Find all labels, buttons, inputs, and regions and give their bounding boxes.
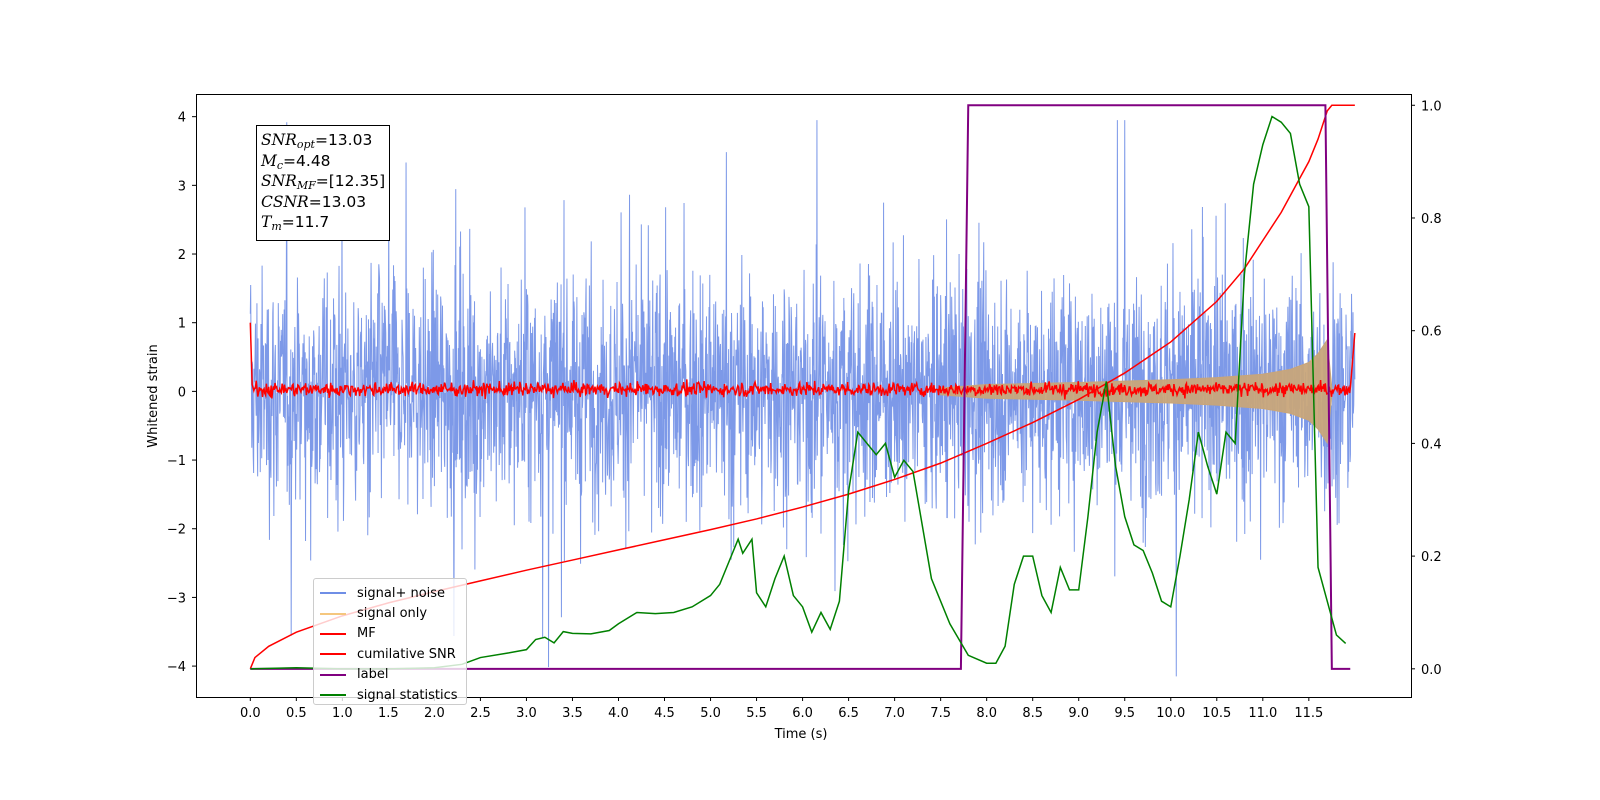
legend-label: label (357, 667, 389, 683)
mc-line: Mc=4.48 (261, 151, 331, 172)
y-right-tick-label: 0.8 (1421, 212, 1442, 227)
legend-item-label: label (320, 665, 466, 685)
x-tick-label: 10.5 (1202, 706, 1231, 721)
x-tick-label: 8.5 (1022, 706, 1043, 721)
series-signal-statistics (250, 115, 1347, 670)
legend-item-cumulative-snr: cumilative SNR (320, 644, 466, 664)
y-right-tick-label: 0.0 (1421, 663, 1442, 678)
x-tick-label: 7.0 (884, 706, 905, 721)
legend-label: signal only (357, 606, 428, 622)
legend-swatch (320, 653, 346, 656)
snr-opt-line: SNRopt=13.03 (261, 131, 373, 151)
legend-item-signal-noise: signal+ noise (320, 583, 466, 603)
plot-frame (196, 94, 1412, 698)
legend-label: signal+ noise (357, 585, 446, 601)
x-tick-label: 0.0 (240, 706, 261, 721)
x-tick-label: 8.0 (976, 706, 997, 721)
x-tick-label: 4.5 (654, 706, 675, 721)
y-axis-left: −4 −3 −2 −1 0 1 2 3 4 (167, 111, 196, 675)
x-tick-label: 5.0 (700, 706, 721, 721)
x-axis-label: Time (s) (774, 727, 828, 742)
x-tick-label: 2.0 (424, 706, 445, 721)
y-left-tick-label: 4 (178, 111, 186, 126)
y-left-tick-label: 1 (178, 317, 186, 332)
x-tick-label: 3.0 (516, 706, 537, 721)
legend-label: signal statistics (357, 687, 458, 703)
x-tick-label: 5.5 (746, 706, 767, 721)
x-tick-label: 9.0 (1068, 706, 1089, 721)
legend-swatch (320, 632, 346, 635)
legend-item-signal-statistics: signal statistics (320, 685, 466, 705)
x-tick-label: 3.5 (562, 706, 583, 721)
mc-value: =4.48 (283, 151, 331, 170)
x-tick-label: 6.5 (838, 706, 859, 721)
csnr-value: =13.03 (308, 192, 367, 211)
y-left-tick-label: 3 (178, 179, 186, 194)
y-axis-right: 0.0 0.2 0.4 0.6 0.8 1.0 (1411, 99, 1442, 678)
snr-mf-line: SNRMF=[12.35] (261, 172, 386, 193)
x-tick-label: 10.0 (1156, 706, 1185, 721)
y-left-tick-label: −4 (167, 660, 186, 675)
x-tick-label: 1.5 (378, 706, 399, 721)
tm-line: Tm=11.7 (261, 213, 330, 234)
y-left-tick-label: 2 (178, 248, 186, 263)
y-right-tick-label: 1.0 (1421, 99, 1442, 114)
plot-area (249, 104, 1356, 677)
snr-opt-value: =13.03 (314, 131, 373, 149)
y-left-tick-label: −3 (167, 591, 186, 606)
x-tick-label: 6.0 (792, 706, 813, 721)
snr-mf-value: =[12.35] (315, 172, 386, 191)
x-tick-label: 7.5 (930, 706, 951, 721)
y-axis-left-label: Whitened strain (146, 344, 161, 447)
tm-value: =11.7 (281, 213, 330, 232)
legend-label: MF (357, 626, 376, 642)
series-mf (249, 322, 1356, 400)
legend-swatch (320, 673, 346, 676)
x-tick-label: 2.5 (470, 706, 491, 721)
y-right-tick-label: 0.6 (1421, 325, 1442, 340)
y-left-tick-label: −1 (167, 454, 186, 469)
legend-label: cumilative SNR (357, 646, 456, 662)
x-tick-label: 11.5 (1294, 706, 1323, 721)
y-right-tick-label: 0.4 (1421, 437, 1442, 452)
y-right-tick-label: 0.2 (1421, 550, 1442, 565)
legend-item-signal-only: signal only (320, 603, 466, 623)
csnr-line: CSNR=13.03 (261, 192, 367, 211)
legend-swatch (320, 694, 346, 697)
x-tick-label: 1.0 (332, 706, 353, 721)
x-tick-label: 11.0 (1248, 706, 1277, 721)
x-tick-label: 4.0 (608, 706, 629, 721)
annotation-box: SNRopt=13.03 Mc=4.48 SNRMF=[12.35] CSNR=… (256, 125, 390, 241)
legend: signal+ noise signal only MF cumilative … (313, 578, 467, 705)
y-left-tick-label: −2 (167, 523, 186, 538)
legend-swatch (320, 612, 346, 615)
y-left-tick-label: 0 (178, 385, 186, 400)
series-label (250, 104, 1351, 670)
x-axis: 0.0 0.5 1.0 1.5 2.0 2.5 3.0 3.5 4.0 4.5 5.0 5.5 6.0 6… (240, 697, 1323, 721)
legend-item-mf: MF (320, 624, 466, 644)
x-tick-label: 9.5 (1114, 706, 1135, 721)
x-tick-label: 0.5 (286, 706, 307, 721)
legend-swatch (320, 592, 346, 595)
